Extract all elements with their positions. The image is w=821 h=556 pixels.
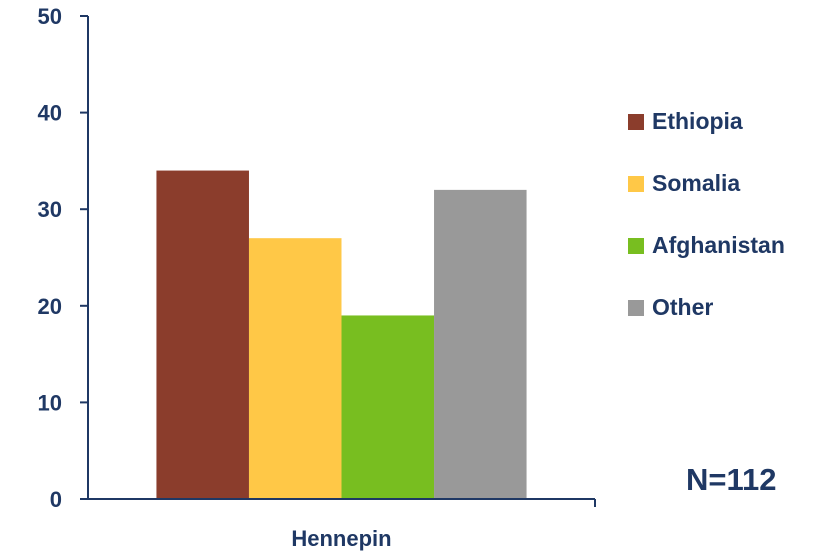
- legend-label: Ethiopia: [652, 108, 743, 134]
- legend-label: Other: [652, 294, 714, 320]
- legend: Ethiopia Somalia Afghanistan Other: [628, 106, 818, 354]
- legend-item-somalia: Somalia: [628, 168, 818, 199]
- legend-item-other: Other: [628, 292, 818, 323]
- legend-item-afghanistan: Afghanistan: [628, 230, 818, 261]
- y-axis-ticks: 0 10 20 30 40 50: [38, 4, 596, 512]
- legend-swatch: [628, 237, 644, 254]
- legend-label: Somalia: [652, 170, 741, 196]
- bar-other: [434, 189, 527, 499]
- bars: [156, 170, 527, 499]
- x-axis-labels: Hennepin: [291, 526, 391, 551]
- x-category-label: Hennepin: [291, 526, 391, 551]
- legend-swatch: [628, 113, 644, 130]
- legend-swatch: [628, 175, 644, 192]
- legend-label: Afghanistan: [652, 232, 785, 258]
- y-tick-label: 40: [38, 101, 62, 126]
- y-tick-label: 0: [50, 487, 62, 512]
- y-tick-label: 20: [38, 294, 62, 319]
- bar-somalia: [248, 238, 342, 499]
- y-tick-label: 10: [38, 390, 62, 415]
- bar-ethiopia: [156, 170, 249, 499]
- legend-item-ethiopia: Ethiopia: [628, 106, 818, 137]
- legend-swatch: [628, 299, 644, 316]
- sample-size-annotation: N=112: [686, 462, 777, 497]
- y-tick-label: 50: [38, 4, 62, 29]
- bar-afghanistan: [341, 315, 435, 499]
- y-tick-label: 30: [38, 197, 62, 222]
